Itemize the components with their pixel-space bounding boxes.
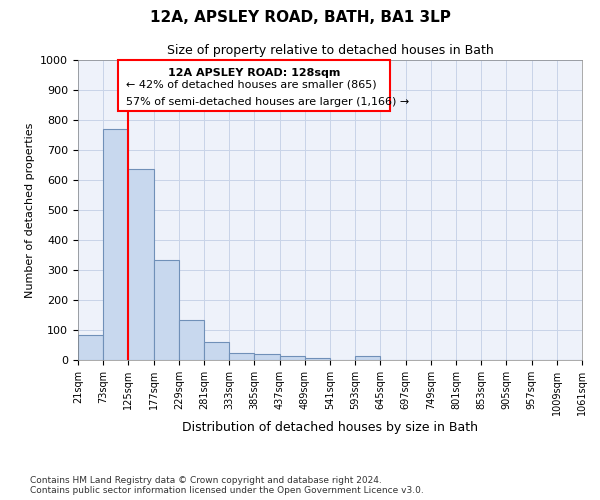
Text: 12A APSLEY ROAD: 128sqm: 12A APSLEY ROAD: 128sqm <box>168 68 341 78</box>
Bar <box>254 354 280 360</box>
FancyBboxPatch shape <box>118 60 391 111</box>
X-axis label: Distribution of detached houses by size in Bath: Distribution of detached houses by size … <box>182 420 478 434</box>
Bar <box>128 168 154 360</box>
Text: 57% of semi-detached houses are larger (1,166) →: 57% of semi-detached houses are larger (… <box>126 97 409 107</box>
Bar <box>179 320 204 360</box>
Text: 12A, APSLEY ROAD, BATH, BA1 3LP: 12A, APSLEY ROAD, BATH, BA1 3LP <box>149 10 451 25</box>
Bar <box>103 129 128 360</box>
Y-axis label: Number of detached properties: Number of detached properties <box>25 122 35 298</box>
Text: Contains HM Land Registry data © Crown copyright and database right 2024.
Contai: Contains HM Land Registry data © Crown c… <box>30 476 424 495</box>
Bar <box>154 260 179 360</box>
Bar <box>204 342 229 360</box>
Title: Size of property relative to detached houses in Bath: Size of property relative to detached ho… <box>167 44 493 58</box>
Text: ← 42% of detached houses are smaller (865): ← 42% of detached houses are smaller (86… <box>126 80 377 90</box>
Bar <box>280 356 305 360</box>
Bar <box>355 356 380 360</box>
Bar <box>229 352 254 360</box>
Bar <box>305 358 330 360</box>
Bar <box>78 336 103 360</box>
